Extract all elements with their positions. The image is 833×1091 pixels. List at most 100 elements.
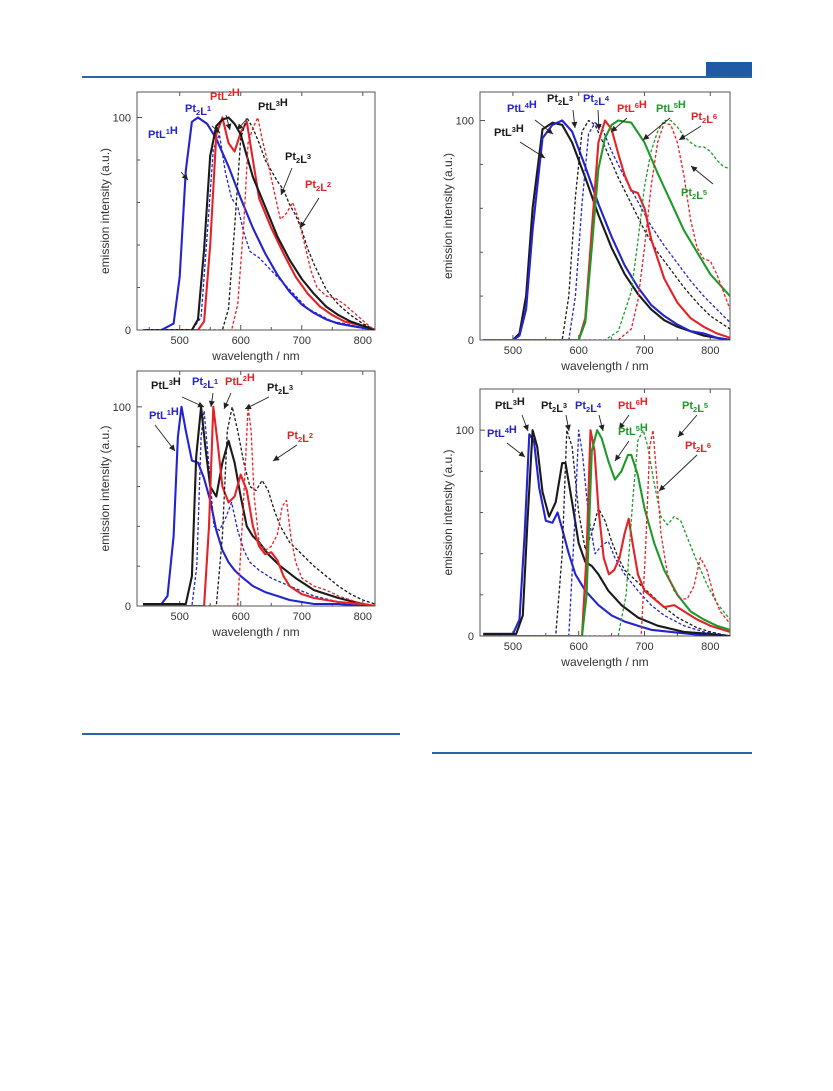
- annotation-pt2l4: Pt2L4: [583, 93, 610, 131]
- x-tick-label: 500: [504, 345, 522, 357]
- x-axis-label: wavelength / nm: [560, 359, 648, 373]
- annotation-pt2l3: Pt2L3: [547, 93, 578, 129]
- annotation-ptl1h: PtL1H: [149, 406, 179, 452]
- series-line-ptl5h: [483, 429, 730, 636]
- series-line-pt2l5: [483, 429, 730, 636]
- annotation-pt2l5: Pt2L5: [681, 165, 714, 202]
- series-line-pt2l5: [483, 119, 730, 340]
- y-tick-label: 100: [456, 116, 474, 128]
- chart-panel-d: 500 600 700 800 0 100 wavelength / nm emission …: [441, 388, 731, 669]
- series-line-ptl3h: [483, 429, 730, 636]
- x-axis-label: wavelength / nm: [560, 655, 648, 669]
- y-axis-label: emission intensity (a.u.): [441, 449, 455, 575]
- x-axis-label: wavelength / nm: [211, 625, 299, 639]
- chart-panel-c: 500 600 700 800 0 100 wavelength / nm emission …: [98, 370, 376, 639]
- svg-text:Pt2L6: Pt2L6: [691, 111, 717, 126]
- series-line-ptl2h: [143, 116, 375, 330]
- x-tick-label: 500: [171, 335, 189, 347]
- annotation-pt2l2: Pt2L2: [272, 430, 313, 462]
- x-tick-label: 700: [635, 641, 653, 653]
- series-line-pt2l2: [143, 406, 375, 606]
- y-tick-label: 0: [125, 601, 131, 613]
- series-line-ptl2h: [143, 405, 375, 606]
- svg-text:PtL3H: PtL3H: [494, 123, 524, 139]
- svg-text:PtL5H: PtL5H: [656, 99, 686, 115]
- series-line-pt2l3: [483, 119, 730, 340]
- y-tick-label: 100: [113, 113, 131, 125]
- series-line-ptl4h: [483, 119, 730, 340]
- x-tick-label: 600: [232, 611, 250, 623]
- svg-text:Pt2L2: Pt2L2: [287, 430, 313, 445]
- x-tick-label: 700: [293, 611, 311, 623]
- x-tick-label: 800: [354, 335, 372, 347]
- svg-text:Pt2L6: Pt2L6: [685, 440, 711, 455]
- annotation-ptl5h: PtL5H: [614, 422, 648, 462]
- svg-text:PtL6H: PtL6H: [617, 99, 647, 115]
- series-line-ptl3h: [143, 116, 375, 330]
- series-line-pt2l4: [483, 122, 730, 340]
- chart-panel-b: 500 600 700 800 0 100 wavelength / nm emission …: [441, 91, 731, 373]
- annotation-ptl2h: PtL2H: [223, 372, 255, 410]
- series-line-pt2l1: [143, 133, 375, 330]
- x-tick-label: 500: [171, 611, 189, 623]
- svg-text:Pt2L3: Pt2L3: [547, 93, 573, 108]
- svg-text:Pt2L4: Pt2L4: [583, 93, 610, 108]
- series-line-pt2l1: [143, 410, 375, 606]
- svg-text:PtL6H: PtL6H: [618, 396, 648, 412]
- svg-text:Pt2L1: Pt2L1: [185, 103, 211, 118]
- x-tick-label: 600: [570, 641, 588, 653]
- annotation-ptl4h: PtL4H: [507, 99, 554, 135]
- x-tick-label: 600: [232, 335, 250, 347]
- section-rule-left: [82, 733, 400, 735]
- x-tick-label: 700: [635, 345, 653, 357]
- x-tick-label: 800: [701, 345, 719, 357]
- series-line-ptl4h: [483, 433, 730, 636]
- y-axis-label: emission intensity (a.u.): [98, 148, 112, 274]
- series-line-ptl3h: [143, 405, 375, 606]
- svg-text:PtL1H: PtL1H: [148, 125, 178, 141]
- y-tick-label: 100: [456, 425, 474, 437]
- y-tick-label: 100: [113, 402, 131, 414]
- series-line-ptl1h: [143, 116, 375, 330]
- series-line-pt2l2: [143, 116, 375, 330]
- annotation-ptl3h: PtL3H: [495, 396, 529, 432]
- svg-text:Pt2L5: Pt2L5: [681, 187, 707, 202]
- svg-text:PtL3H: PtL3H: [151, 376, 181, 392]
- series-line-pt2l3: [143, 406, 375, 606]
- svg-text:PtL3H: PtL3H: [495, 396, 525, 412]
- svg-text:PtL2H: PtL2H: [225, 372, 255, 388]
- plot-frame: [136, 91, 376, 331]
- annotation-ptl1h: PtL1H: [148, 125, 189, 181]
- annotation-ptl4h: PtL4H: [487, 424, 526, 458]
- annotation-ptl2h: PtL2H: [210, 87, 240, 131]
- section-rule-right: [432, 752, 752, 754]
- series-line-pt2l4: [483, 429, 730, 636]
- svg-text:Pt2L2: Pt2L2: [305, 179, 331, 194]
- annotation-pt2l4: Pt2L4: [575, 400, 605, 432]
- annotation-ptl3h: PtL3H: [494, 123, 546, 159]
- svg-text:Pt2L5: Pt2L5: [682, 400, 708, 415]
- svg-text:PtL5H: PtL5H: [618, 422, 648, 438]
- header-color-band: [706, 62, 752, 76]
- series-line-ptl6h: [483, 119, 730, 340]
- x-tick-label: 600: [570, 345, 588, 357]
- x-tick-label: 700: [293, 335, 311, 347]
- y-axis-label: emission intensity (a.u.): [441, 153, 455, 279]
- svg-text:Pt2L3: Pt2L3: [285, 151, 311, 166]
- y-tick-label: 0: [468, 631, 474, 643]
- annotation-ptl5h: PtL5H: [642, 99, 686, 141]
- chart-panel-a: 500 600 700 800 0 100 wavelength / nm emission …: [98, 87, 376, 363]
- series-line-pt2l3: [483, 429, 730, 636]
- annotation-ptl3h: PtL3H: [151, 376, 205, 408]
- svg-text:Pt2L4: Pt2L4: [575, 400, 602, 415]
- x-tick-label: 500: [504, 641, 522, 653]
- header-rule: [82, 76, 752, 78]
- series-line-ptl5h: [483, 119, 730, 340]
- series-line-ptl1h: [143, 405, 375, 606]
- svg-text:Pt2L3: Pt2L3: [541, 400, 567, 415]
- svg-text:Pt2L3: Pt2L3: [267, 382, 293, 397]
- plot-frame: [136, 370, 376, 607]
- svg-text:Pt2L1: Pt2L1: [192, 376, 218, 391]
- annotation-pt2l3: Pt2L3: [541, 400, 571, 432]
- annotation-pt2l2: Pt2L2: [299, 179, 331, 229]
